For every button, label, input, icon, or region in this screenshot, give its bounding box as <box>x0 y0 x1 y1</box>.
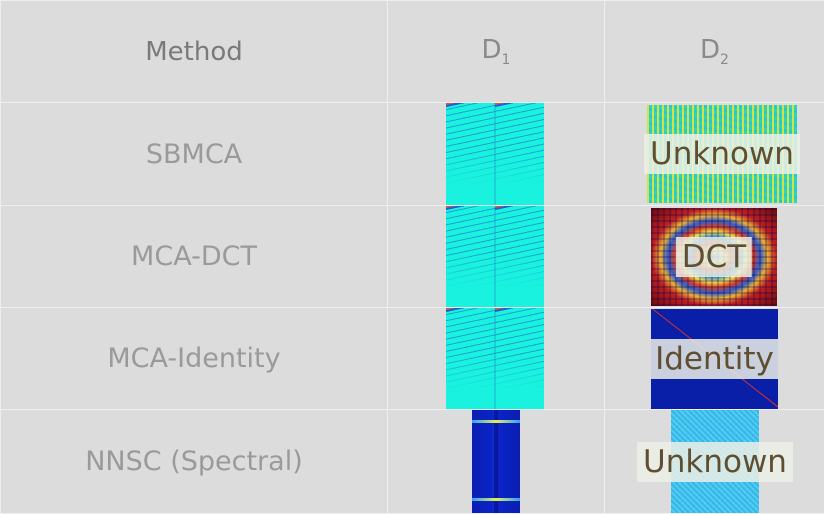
d2-dictionary-image: DCT <box>651 208 777 306</box>
d2-label: Identity <box>651 339 778 379</box>
d1-cell <box>388 410 605 514</box>
header-d2-main: D <box>700 35 720 65</box>
table-row: MCA-Identity Identity <box>1 308 824 410</box>
method-label: MCA-DCT <box>131 241 257 272</box>
header-d1-sub: 1 <box>502 52 511 68</box>
d1-cell <box>388 308 605 410</box>
d2-cell: Unknown <box>605 103 824 206</box>
d2-cell: Identity <box>605 308 824 410</box>
header-method-cell: Method <box>1 1 388 103</box>
header-d2-cell: D2 <box>605 1 824 103</box>
header-d1: D1 <box>482 35 511 65</box>
table-row: NNSC (Spectral) Unknown <box>1 410 824 514</box>
table-row: MCA-DCT DCT <box>1 206 824 308</box>
d2-dictionary-image: Unknown <box>671 410 759 513</box>
header-row: Method D1 D2 <box>1 1 824 103</box>
d1-dictionary-image <box>446 308 544 410</box>
table-row: SBMCA Unknown <box>1 103 824 206</box>
header-d2-sub: 2 <box>720 52 729 68</box>
method-cell: SBMCA <box>1 103 388 206</box>
header-method: Method <box>145 37 243 67</box>
method-label: MCA-Identity <box>107 343 280 374</box>
d1-dictionary-image <box>446 103 544 205</box>
d2-label: DCT <box>676 237 752 277</box>
d2-cell: DCT <box>605 206 824 308</box>
method-cell: NNSC (Spectral) <box>1 410 388 514</box>
header-d2: D2 <box>700 35 729 65</box>
d2-cell: Unknown <box>605 410 824 514</box>
method-label: SBMCA <box>146 139 242 170</box>
header-d1-cell: D1 <box>388 1 605 103</box>
method-cell: MCA-DCT <box>1 206 388 308</box>
d2-label: Unknown <box>644 134 800 174</box>
method-cell: MCA-Identity <box>1 308 388 410</box>
d1-dictionary-image <box>472 410 520 513</box>
d1-cell <box>388 206 605 308</box>
method-label: NNSC (Spectral) <box>85 446 303 477</box>
d1-dictionary-image <box>446 206 544 308</box>
header-d1-main: D <box>482 35 502 65</box>
d2-dictionary-image: Unknown <box>647 105 797 203</box>
d2-dictionary-image: Identity <box>651 309 778 409</box>
d2-label: Unknown <box>637 442 793 482</box>
d1-cell <box>388 103 605 206</box>
